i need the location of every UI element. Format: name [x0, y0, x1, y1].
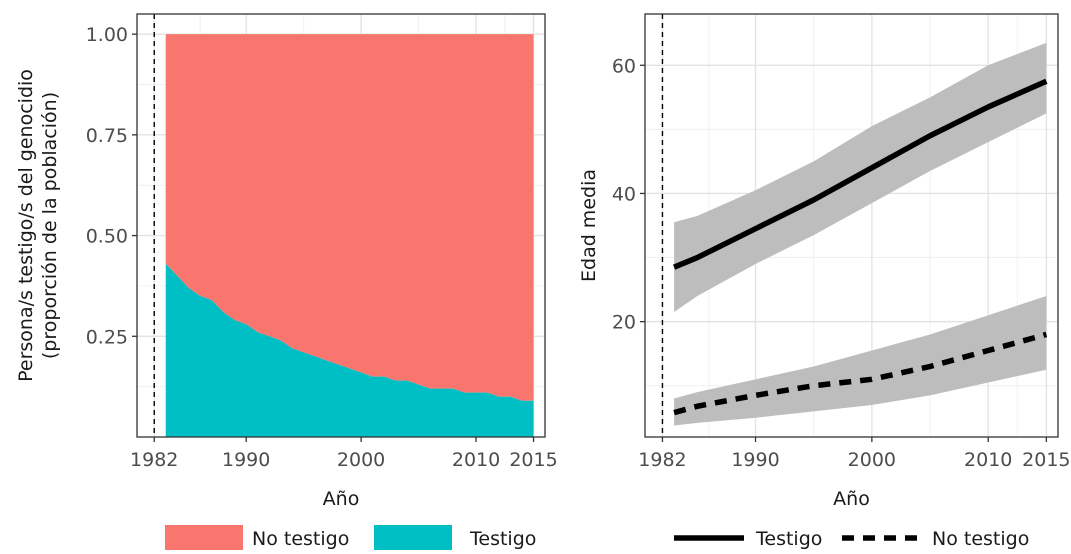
x-tick-label: 2000 — [848, 449, 896, 471]
panel-2: 20 40 60 1982 1990 2000 2010 2015 Año Edad media T… — [578, 13, 1071, 550]
x-tick-label: 2015 — [509, 449, 557, 471]
legend-label: No testigo — [932, 528, 1029, 550]
legend-label: Testigo — [469, 528, 536, 550]
legend-label: No testigo — [252, 528, 349, 550]
y-tick-label: 60 — [612, 55, 636, 77]
y-tick-label: 40 — [612, 183, 636, 205]
panel-border — [644, 13, 1059, 438]
legend-key — [374, 525, 452, 550]
panel-1: 0.25 0.50 0.75 1.00 1982 1990 2000 2010 2015 Año P… — [15, 13, 558, 550]
x-tick-label: 1982 — [130, 449, 178, 471]
legend: No testigo Testigo — [165, 525, 536, 550]
x-tick-label: 2000 — [337, 449, 385, 471]
x-tick-label: 1990 — [222, 449, 270, 471]
x-tick-label: 1982 — [638, 449, 686, 471]
y-axis-title-line-1: Persona/s testigo/s del genocidio — [15, 69, 37, 382]
panel-border — [136, 13, 546, 438]
x-tick-label: 2015 — [1022, 449, 1070, 471]
y-tick-label: 20 — [612, 312, 636, 334]
y-axis-title-line-2: (proporción de la población) — [39, 92, 61, 359]
line-no-testigo — [673, 331, 1048, 416]
x-tick-label: 1990 — [731, 449, 779, 471]
legend: Testigo No testigo — [674, 528, 1029, 550]
x-tick-label: 2010 — [964, 449, 1012, 471]
x-tick-label: 2010 — [452, 449, 500, 471]
y-tick-label: 0.50 — [86, 226, 128, 248]
area-series-no-testigo — [165, 34, 534, 401]
x-axis-title: Año — [323, 488, 360, 510]
x-axis-title: Año — [833, 488, 870, 510]
y-tick-label: 0.75 — [86, 125, 128, 147]
area-series-testigo — [165, 263, 534, 437]
legend-label: Testigo — [755, 528, 822, 550]
y-tick-label: 0.25 — [86, 326, 128, 348]
legend-key — [165, 525, 243, 550]
line-testigo — [673, 78, 1048, 270]
y-tick-label: 1.00 — [86, 24, 128, 46]
y-axis-title: Edad media — [578, 169, 600, 282]
ribbon-testigo — [674, 42, 1047, 313]
